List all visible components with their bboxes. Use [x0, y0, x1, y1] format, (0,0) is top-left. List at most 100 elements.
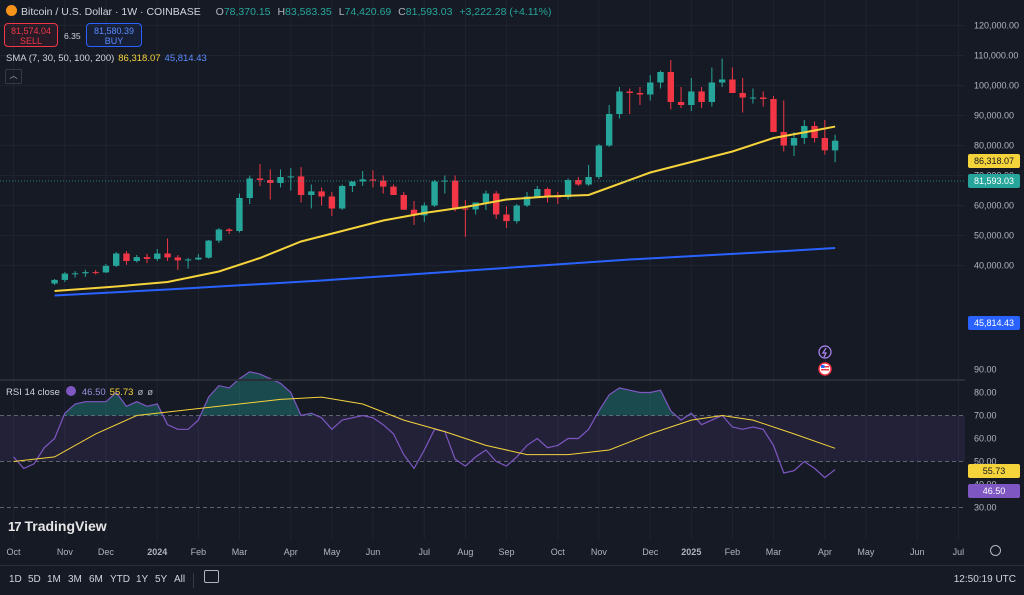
- timeframe-all[interactable]: All: [174, 574, 186, 585]
- time-tick-label: Aug: [457, 547, 473, 557]
- buy-label: BUY: [104, 36, 124, 46]
- timeframe-1d[interactable]: 1D: [9, 574, 22, 585]
- indicator-lines: [13, 125, 836, 479]
- candle-body: [61, 273, 69, 280]
- buy-button[interactable]: 81,580.39 BUY: [86, 23, 142, 47]
- calendar-icon[interactable]: [204, 570, 219, 583]
- timeframe-3m[interactable]: 3M: [68, 574, 82, 585]
- time-tick-label: Dec: [642, 547, 659, 557]
- candle-body: [82, 272, 89, 274]
- rsi-settings-icon[interactable]: [65, 386, 76, 396]
- time-tick-label: Feb: [725, 547, 741, 557]
- candle-body: [369, 179, 377, 181]
- time-tick-label: Dec: [98, 547, 115, 557]
- candle-body: [534, 189, 541, 197]
- rsi-value-4: ø: [147, 387, 154, 398]
- candle-body: [626, 91, 633, 93]
- time-tick-label: Feb: [191, 547, 207, 557]
- candle: [575, 177, 582, 186]
- timeframe-1y[interactable]: 1Y: [136, 574, 149, 585]
- timeframe-5d[interactable]: 5D: [28, 574, 41, 585]
- candle: [102, 264, 110, 273]
- grid: [0, 0, 965, 540]
- candle: [225, 228, 233, 234]
- us-flag-icon[interactable]: [818, 362, 832, 376]
- candle: [544, 187, 551, 203]
- time-tick-label: Sep: [498, 547, 514, 557]
- candle: [51, 279, 58, 285]
- rsi-tick-label: 70.00: [974, 411, 997, 421]
- close-label: C: [398, 6, 406, 18]
- price-axis: 40,000.0050,000.0060,000.0070,000.0080,0…: [974, 21, 1019, 513]
- candle: [256, 164, 264, 186]
- candle: [729, 67, 736, 93]
- open-value: 78,370.15: [223, 6, 271, 18]
- candle: [790, 132, 798, 156]
- timeframe-6m[interactable]: 6M: [89, 574, 103, 585]
- buy-price: 81,580.39: [93, 26, 135, 36]
- candle-body: [698, 91, 705, 102]
- candle: [328, 192, 336, 216]
- time-tick-label: Mar: [766, 547, 782, 557]
- candle: [349, 181, 356, 192]
- lightning-icon[interactable]: [818, 345, 832, 359]
- last-price-tag: 81,593.03: [968, 174, 1020, 188]
- candle-body: [92, 272, 99, 274]
- candle: [184, 258, 192, 269]
- candle: [708, 67, 716, 107]
- tradingview-mark-icon: 17: [8, 519, 22, 534]
- candle: [503, 206, 510, 228]
- candle-body: [184, 259, 192, 261]
- candle: [667, 60, 674, 110]
- utc-clock[interactable]: 12:50:19 UTC: [953, 574, 1016, 585]
- timeframe-1m[interactable]: 1M: [47, 574, 61, 585]
- candle: [677, 87, 685, 108]
- candle-body: [718, 79, 726, 83]
- candle-body: [287, 176, 294, 178]
- rsi-value: 46.50: [81, 387, 106, 398]
- price-tick-label: 80,000.00: [974, 141, 1014, 151]
- time-tick-label: May: [323, 547, 341, 557]
- candle: [308, 184, 315, 209]
- candle-body: [636, 93, 644, 95]
- candle: [431, 180, 438, 207]
- candle-body: [390, 186, 397, 195]
- candle: [82, 269, 89, 277]
- rsi-ma-price-tag: 55.73: [968, 464, 1020, 478]
- candle: [390, 184, 397, 195]
- candle-body: [195, 257, 202, 260]
- candle-body: [544, 189, 551, 197]
- timeframe-5y[interactable]: 5Y: [155, 574, 168, 585]
- time-tick-label: Nov: [591, 547, 608, 557]
- candle: [698, 87, 705, 108]
- candle-body: [205, 240, 212, 258]
- candle: [318, 187, 325, 206]
- candle: [831, 134, 839, 163]
- candle-body: [380, 180, 387, 187]
- sma-legend[interactable]: SMA (7, 30, 50, 100, 200) 86,318.07 45,814…: [6, 53, 207, 64]
- candle: [215, 228, 223, 243]
- candle: [739, 78, 746, 113]
- toolbar-divider: [193, 573, 194, 588]
- chevron-up-icon[interactable]: ︿: [5, 69, 22, 84]
- candle: [174, 255, 182, 270]
- chart-canvas[interactable]: 40,000.0050,000.0060,000.0070,000.0080,0…: [0, 0, 1024, 565]
- sell-button[interactable]: 81,574.04 SELL: [4, 23, 58, 47]
- rsi-legend[interactable]: RSI 14 close 46.50 55.73 ø ø: [6, 386, 153, 398]
- symbol-title[interactable]: Bitcoin / U.S. Dollar · 1W · COINBASE: [21, 6, 201, 18]
- price-tick-label: 90,000.00: [974, 111, 1014, 121]
- candle: [61, 272, 69, 282]
- candle: [760, 91, 767, 107]
- tradingview-logo[interactable]: 17 TradingView: [8, 518, 107, 534]
- time-tick-label: Oct: [6, 547, 21, 557]
- gear-icon[interactable]: [990, 545, 1001, 556]
- rsi-band-fill: [0, 415, 965, 462]
- candle: [164, 238, 171, 261]
- candle: [811, 121, 818, 143]
- close-value: 81,593.03: [405, 6, 453, 18]
- candle: [338, 184, 346, 210]
- candle: [113, 252, 120, 267]
- timeframe-ytd[interactable]: YTD: [110, 574, 130, 585]
- time-tick-label: Apr: [284, 547, 298, 557]
- candle: [441, 175, 449, 194]
